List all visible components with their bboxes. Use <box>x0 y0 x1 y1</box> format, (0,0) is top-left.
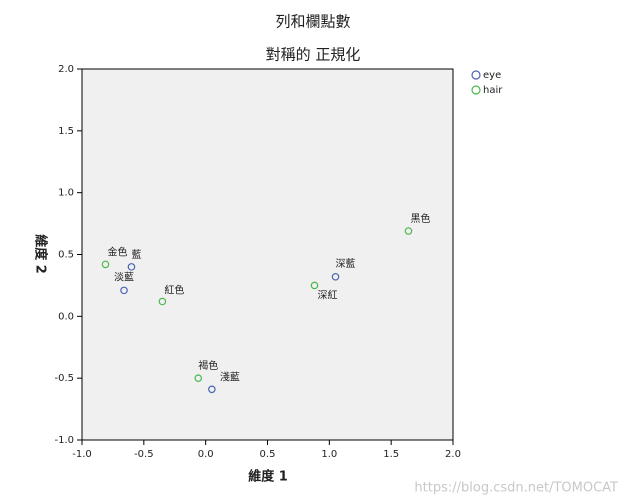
point-label: 紅色 <box>164 283 184 296</box>
point-label: 深藍 <box>336 257 356 270</box>
y-tick-label: 2.0 <box>58 64 74 75</box>
x-tick-label: 1.5 <box>383 449 399 460</box>
x-tick-label: 0.5 <box>260 449 276 460</box>
plot-area <box>81 68 454 441</box>
x-tick-label: 1.0 <box>321 449 337 460</box>
legend-marker <box>471 70 481 80</box>
point <box>310 281 319 290</box>
point <box>158 297 167 306</box>
y-tick-label: 1.5 <box>58 126 74 137</box>
legend-label: eye <box>483 70 501 81</box>
x-tick-label: -0.5 <box>134 449 154 460</box>
x-tick-label: 2.0 <box>445 449 461 460</box>
y-tick-label: -0.5 <box>54 373 74 384</box>
point-label: 淺藍 <box>220 370 240 383</box>
point-label: 金色 <box>107 245 127 258</box>
legend-label: hair <box>483 85 503 96</box>
point <box>331 272 340 281</box>
y-tick-label: 1.0 <box>58 188 74 199</box>
y-tick-label: -1.0 <box>54 435 74 446</box>
legend-marker <box>471 85 481 95</box>
x-tick-label: 0.0 <box>198 449 214 460</box>
point-label: 淡藍 <box>114 270 134 283</box>
point <box>120 286 128 295</box>
watermark: https://blog.csdn.net/TOMOCAT <box>414 481 618 496</box>
y-tick-label: 0.0 <box>58 311 74 322</box>
chart-title: 列和欄點數 <box>275 13 350 31</box>
point-label: 褐色 <box>198 359 218 372</box>
point <box>127 263 136 271</box>
x-axis-label: 維度 1 <box>248 469 288 485</box>
point <box>101 260 110 269</box>
x-tick-label: -1.0 <box>72 449 92 460</box>
point-label: 深紅 <box>317 289 337 301</box>
y-axis-label: 維度 2 <box>33 234 49 274</box>
point <box>208 385 216 394</box>
point <box>404 227 413 235</box>
y-tick-label: 0.5 <box>58 250 74 261</box>
point-label: 藍 <box>131 248 141 261</box>
chart-subtitle: 對稱的 正規化 <box>266 46 361 64</box>
point <box>194 374 203 382</box>
point-label: 黑色 <box>410 212 430 225</box>
